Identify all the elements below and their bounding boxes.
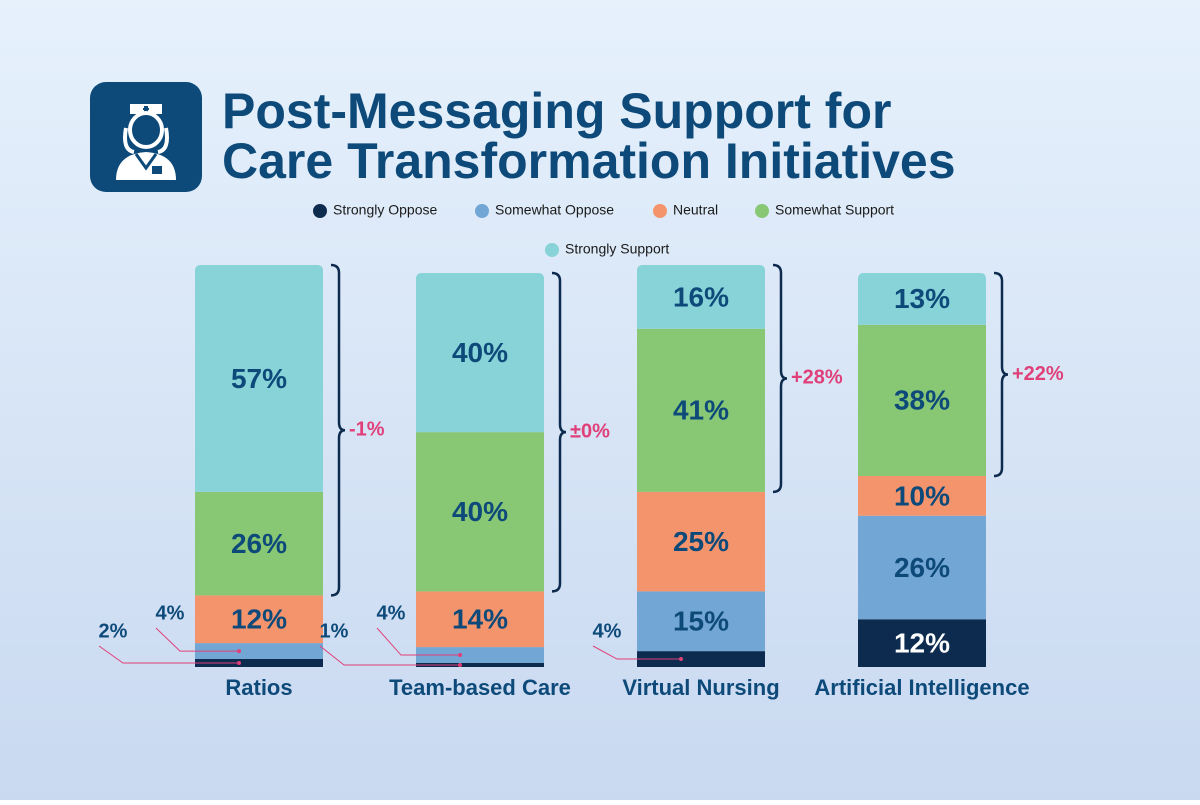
bar-segment (416, 432, 544, 592)
bar-segment (416, 591, 544, 648)
segment-label: 38% (894, 385, 950, 416)
category-label: Ratios (225, 675, 292, 700)
bracket (330, 263, 346, 597)
legend-label: Somewhat Support (775, 202, 894, 218)
outside-label: 2% (99, 620, 128, 642)
bar-segment (858, 475, 986, 516)
legend-swatch (653, 204, 667, 218)
segment-label: 57% (231, 363, 287, 394)
segment-label: 10% (894, 480, 950, 511)
leader-dot (458, 663, 462, 668)
segment-label: 12% (231, 604, 287, 635)
segment-label: 16% (673, 281, 729, 312)
leader-dot (237, 661, 241, 666)
legend-label: Strongly Support (565, 241, 669, 257)
bar-segment (637, 265, 765, 329)
legend-swatch (475, 204, 489, 218)
bracket-annotation: +28% (791, 367, 843, 389)
bar-segment (195, 265, 323, 492)
bracket (993, 271, 1009, 478)
bar-segment (195, 595, 323, 644)
outside-label: 1% (320, 620, 349, 642)
bracket (551, 271, 567, 593)
legend-label: Somewhat Oppose (495, 202, 614, 218)
leader-dot (679, 657, 683, 662)
segment-label: 13% (894, 283, 950, 314)
leader-line (592, 645, 681, 660)
legend-label: Strongly Oppose (333, 202, 437, 218)
segment-label: 41% (673, 395, 729, 426)
bracket-annotation: -1% (349, 418, 385, 440)
segment-label: 14% (452, 604, 508, 635)
bar-segment (637, 591, 765, 652)
chart-title: Post-Messaging Support for (222, 83, 891, 139)
legend-label: Neutral (673, 202, 718, 218)
bracket-annotation: +22% (1012, 363, 1064, 385)
bar-segment (637, 491, 765, 592)
bar-segment (858, 324, 986, 476)
leader-line (376, 627, 460, 656)
bar-segment (195, 643, 323, 660)
segment-label: 26% (231, 528, 287, 559)
leader-line (155, 627, 239, 652)
icon (90, 82, 202, 192)
bar-segment (416, 647, 544, 664)
outside-label: 4% (377, 602, 406, 624)
bar-segment (416, 663, 544, 667)
legend-swatch (755, 204, 769, 218)
bar-segment (858, 272, 986, 325)
segment-label: 40% (452, 496, 508, 527)
legend-swatch (313, 204, 327, 218)
chart-title: Care Transformation Initiatives (222, 133, 956, 189)
segment-label: 15% (673, 606, 729, 637)
outside-label: 4% (593, 620, 622, 642)
bar-segment (637, 328, 765, 492)
segment-label: 26% (894, 552, 950, 583)
outside-label: 4% (156, 602, 185, 624)
category-label: Team-based Care (389, 675, 571, 700)
bar-segment (195, 659, 323, 667)
segment-label: 25% (673, 526, 729, 557)
leader-dot (237, 649, 241, 654)
bracket (772, 263, 788, 494)
leader-dot (458, 653, 462, 658)
bar-segment (637, 651, 765, 667)
bracket-annotation: ±0% (570, 420, 610, 442)
leader-line (319, 645, 460, 666)
bar-segment (858, 619, 986, 667)
leader-line (98, 645, 239, 664)
segment-label: 12% (894, 628, 950, 659)
bar-segment (195, 491, 323, 596)
category-label: Virtual Nursing (622, 675, 779, 700)
bar-segment (858, 515, 986, 620)
bar-segment (416, 272, 544, 433)
legend-swatch (545, 243, 559, 257)
segment-label: 40% (452, 337, 508, 368)
category-label: Artificial Intelligence (814, 675, 1029, 700)
